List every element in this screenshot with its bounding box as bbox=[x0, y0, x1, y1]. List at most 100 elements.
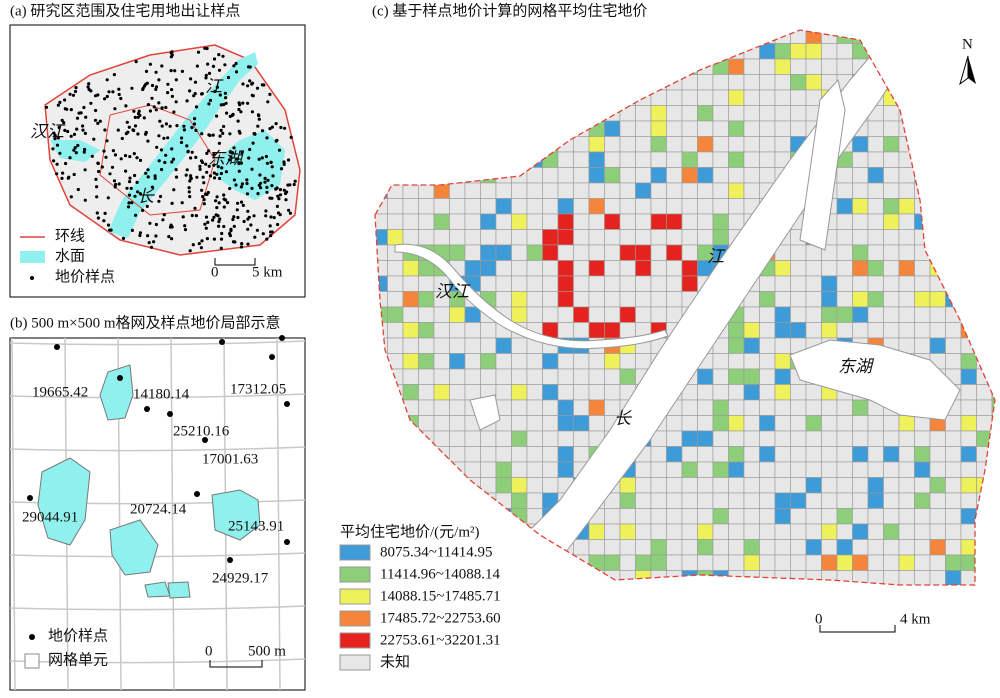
grid-cell bbox=[915, 586, 931, 602]
grid-cell bbox=[836, 260, 853, 277]
sample-dot bbox=[200, 92, 204, 96]
grid-cell bbox=[929, 275, 946, 292]
grid-cell bbox=[883, 322, 900, 339]
grid-cell bbox=[666, 415, 683, 432]
grid-cell bbox=[480, 105, 497, 122]
sample-dot bbox=[193, 80, 198, 84]
grid-cell bbox=[666, 58, 683, 75]
sample-dot bbox=[55, 162, 59, 166]
sample-dot bbox=[145, 204, 149, 208]
grid-cell bbox=[375, 43, 388, 60]
grid-cell bbox=[976, 508, 993, 525]
grid-cell bbox=[898, 322, 915, 339]
grid-cell bbox=[480, 120, 497, 137]
grid-cell bbox=[511, 30, 528, 44]
grid-cell bbox=[929, 74, 946, 91]
grid-cell bbox=[604, 182, 621, 199]
grid-cell bbox=[511, 461, 528, 478]
grid-cell bbox=[805, 492, 822, 509]
grid-cell bbox=[898, 213, 915, 230]
grid-cell bbox=[760, 586, 776, 602]
grid-cell bbox=[635, 492, 652, 509]
sample-dot bbox=[246, 101, 250, 105]
grid-cell bbox=[635, 523, 652, 540]
grid-cell bbox=[619, 353, 636, 370]
grid-cell bbox=[991, 198, 995, 215]
grid-cell bbox=[774, 368, 791, 385]
grid-line bbox=[10, 340, 305, 346]
grid-line bbox=[10, 552, 305, 558]
grid-cell bbox=[666, 89, 683, 106]
grid-cell bbox=[619, 151, 636, 168]
legend-label: 水面 bbox=[55, 247, 85, 264]
sample-dot bbox=[112, 73, 116, 77]
grid-cell bbox=[542, 105, 559, 122]
map-label: 长 bbox=[137, 187, 155, 206]
grid-cell bbox=[418, 136, 435, 153]
grid-cell bbox=[604, 30, 621, 44]
grid-line bbox=[10, 393, 305, 399]
grid-cell bbox=[883, 554, 900, 571]
grid-cell bbox=[666, 182, 683, 199]
grid-cell bbox=[852, 539, 869, 556]
grid-cell bbox=[991, 74, 995, 91]
grid-cell bbox=[604, 368, 621, 385]
grid-cell bbox=[495, 74, 512, 91]
sample-dot bbox=[270, 196, 274, 200]
sample-dot bbox=[204, 192, 208, 196]
grid-line bbox=[10, 605, 305, 611]
grid-cell bbox=[666, 446, 683, 463]
grid-cell bbox=[852, 492, 869, 509]
grid-cell bbox=[495, 105, 512, 122]
grid-cell bbox=[682, 586, 698, 602]
lake bbox=[211, 489, 261, 541]
sample-dot bbox=[150, 96, 154, 100]
grid-cell bbox=[480, 492, 497, 509]
grid-cell bbox=[433, 368, 450, 385]
sample-dot bbox=[136, 115, 140, 119]
grid-cell bbox=[991, 554, 995, 571]
grid-cell bbox=[728, 570, 745, 585]
grid-cell bbox=[821, 570, 838, 585]
grid-cell bbox=[375, 446, 388, 463]
grid-cell bbox=[914, 58, 931, 75]
grid-cell bbox=[511, 120, 528, 137]
sample-dot bbox=[74, 151, 78, 155]
sample-dot bbox=[130, 228, 134, 232]
grid-cell bbox=[511, 182, 528, 199]
grid-cell bbox=[914, 136, 931, 153]
grid-cell bbox=[960, 120, 977, 137]
sample-dot bbox=[161, 218, 165, 222]
grid-cell bbox=[681, 167, 698, 184]
grid-cell bbox=[480, 89, 497, 106]
grid-cell bbox=[666, 291, 683, 308]
grid-cell bbox=[976, 337, 993, 354]
sample-dot bbox=[191, 243, 195, 247]
grid-cell bbox=[960, 260, 977, 277]
grid-cell bbox=[728, 523, 745, 540]
sample-dot bbox=[141, 86, 145, 90]
sample-dot bbox=[75, 116, 80, 120]
grid-cell bbox=[557, 260, 574, 277]
grid-cell bbox=[588, 182, 605, 199]
sample-dot bbox=[145, 81, 149, 85]
sample-dot bbox=[245, 178, 249, 182]
grid-cell bbox=[542, 306, 559, 323]
sample-dot bbox=[284, 401, 290, 407]
grid-cell bbox=[402, 151, 419, 168]
grid-cell bbox=[805, 291, 822, 308]
grid-cell bbox=[743, 430, 760, 447]
grid-cell bbox=[697, 182, 714, 199]
sample-dot bbox=[239, 245, 244, 249]
grid-cell bbox=[976, 523, 993, 540]
grid-cell bbox=[898, 508, 915, 525]
grid-cell bbox=[821, 415, 838, 432]
grid-cell bbox=[449, 368, 466, 385]
grid-cell bbox=[976, 198, 993, 215]
grid-cell bbox=[805, 30, 822, 44]
grid-cell bbox=[945, 136, 962, 153]
grid-cell bbox=[542, 43, 559, 60]
grid-cell bbox=[929, 120, 946, 137]
grid-cell bbox=[543, 586, 559, 602]
